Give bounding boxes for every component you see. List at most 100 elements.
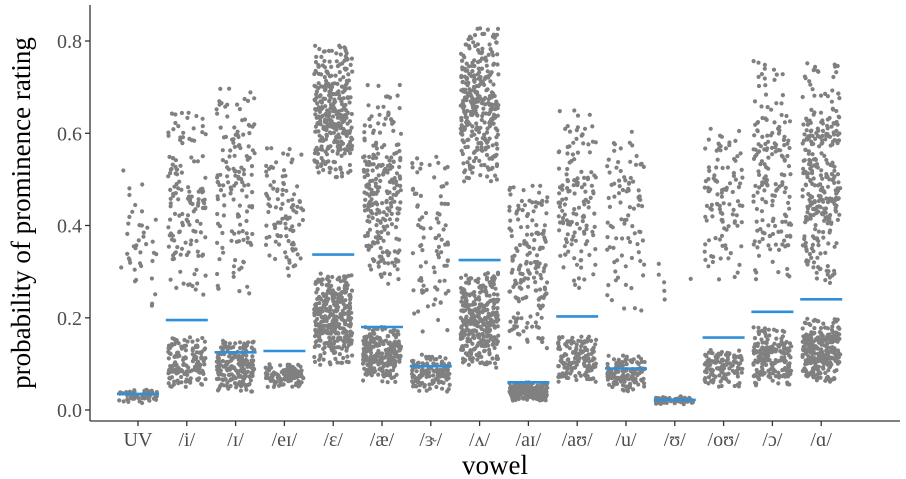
data-point: [381, 355, 386, 360]
data-point: [572, 191, 577, 196]
data-point: [189, 238, 194, 243]
data-point: [398, 131, 404, 136]
data-point: [339, 346, 344, 351]
data-point: [482, 315, 488, 321]
data-point: [534, 223, 539, 228]
data-point: [343, 48, 348, 53]
data-point: [371, 130, 376, 135]
data-point: [294, 210, 299, 215]
data-point: [366, 103, 371, 108]
data-point: [366, 214, 371, 219]
data-point: [489, 102, 494, 107]
data-point: [755, 120, 761, 125]
data-point: [379, 254, 384, 259]
data-point: [739, 244, 744, 249]
data-point: [323, 78, 329, 83]
data-point: [626, 377, 631, 382]
data-point: [818, 110, 824, 115]
data-point: [326, 331, 331, 336]
data-point: [756, 60, 761, 65]
data-point: [328, 131, 333, 136]
data-point: [532, 238, 537, 243]
data-point: [328, 119, 334, 124]
data-point: [176, 350, 181, 355]
data-point: [226, 180, 231, 185]
data-point: [338, 360, 343, 365]
data-point: [186, 185, 191, 190]
data-point: [179, 380, 184, 385]
data-point: [627, 239, 633, 245]
data-point: [782, 341, 788, 346]
data-point: [811, 260, 817, 265]
data-point: [366, 182, 371, 187]
data-point: [442, 278, 447, 283]
data-point: [268, 183, 273, 188]
data-point: [814, 336, 819, 341]
data-point: [488, 179, 494, 184]
data-point: [706, 238, 712, 243]
data-point: [459, 75, 464, 80]
data-point: [269, 146, 274, 151]
data-point: [383, 348, 388, 353]
data-point: [472, 335, 477, 341]
data-point: [281, 151, 286, 156]
data-point: [442, 263, 447, 268]
data-point: [414, 384, 419, 389]
data-point: [391, 192, 396, 197]
data-point: [295, 184, 300, 189]
data-point: [828, 364, 833, 369]
data-point: [517, 285, 522, 290]
data-point: [459, 299, 464, 304]
data-point: [238, 388, 243, 393]
data-point: [488, 327, 493, 333]
data-point: [716, 141, 721, 146]
data-point: [247, 374, 252, 380]
data-point: [825, 221, 830, 226]
data-point: [808, 333, 813, 338]
data-point: [632, 231, 637, 236]
data-point: [820, 355, 825, 360]
data-point: [612, 181, 617, 186]
data-point: [558, 253, 563, 258]
data-point: [479, 354, 484, 359]
data-point: [471, 78, 477, 83]
data-point: [387, 190, 392, 195]
data-point: [527, 250, 532, 255]
data-point: [315, 287, 320, 292]
data-point: [125, 251, 130, 256]
data-point: [638, 258, 643, 264]
data-point: [180, 211, 185, 217]
data-point: [387, 272, 392, 277]
data-point: [636, 382, 641, 387]
data-point: [573, 282, 578, 287]
data-point: [482, 57, 488, 62]
data-point: [153, 292, 158, 297]
data-point: [244, 218, 249, 224]
data-point: [240, 188, 245, 193]
data-point: [338, 147, 343, 152]
data-point: [411, 288, 416, 293]
data-point: [421, 235, 426, 240]
data-point: [232, 153, 237, 158]
data-point: [724, 377, 729, 382]
data-point: [365, 83, 370, 88]
data-point: [760, 115, 765, 121]
data-point: [720, 219, 725, 224]
data-point: [511, 315, 516, 320]
data-point: [170, 257, 175, 262]
data-point: [586, 142, 591, 147]
data-point: [312, 83, 317, 88]
data-point: [706, 137, 711, 142]
data-point: [482, 338, 487, 343]
data-point: [185, 115, 190, 120]
data-point: [172, 184, 177, 189]
data-point: [247, 291, 252, 296]
data-point: [437, 354, 443, 360]
data-point: [518, 271, 523, 276]
data-point: [481, 106, 486, 111]
data-point: [268, 365, 273, 370]
data-point: [836, 355, 841, 360]
data-point: [837, 326, 842, 331]
data-point: [834, 368, 839, 373]
data-point: [564, 375, 569, 380]
